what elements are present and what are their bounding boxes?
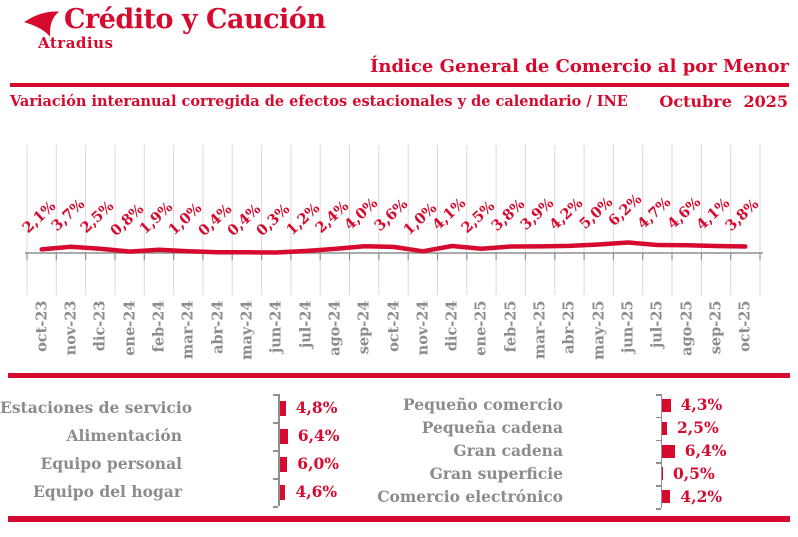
axis-tick bbox=[273, 478, 278, 480]
category-label: Pequeño comercio bbox=[403, 395, 563, 415]
category-label: Gran cadena bbox=[453, 441, 563, 460]
value-label: 4,3% bbox=[680, 395, 723, 415]
logo-subtitle: Atradius bbox=[38, 34, 114, 52]
axis-tick bbox=[655, 485, 661, 487]
atradius-bird-icon bbox=[24, 11, 60, 37]
value-label: 2,5% bbox=[677, 418, 719, 438]
section-divider bbox=[8, 373, 790, 378]
retail-index-line-chart: 2,1% oct-23 3,7% nov-23 2,5% dic-23 0,8% ene-24… bbox=[0, 135, 798, 370]
axis-tick bbox=[273, 422, 278, 424]
value-label: 4,2% bbox=[680, 486, 723, 506]
bar bbox=[279, 456, 288, 472]
title-rule bbox=[10, 83, 789, 87]
chart-subtitle: Variación interanual corregida de efecto… bbox=[10, 93, 628, 110]
page-title: Índice General de Comercio al por Menor bbox=[370, 56, 789, 77]
category-label: Gran superficie bbox=[429, 463, 563, 483]
category-label: Comercio electrónico bbox=[377, 486, 563, 506]
bar bbox=[662, 398, 671, 412]
category-label: Equipo del hogar bbox=[32, 482, 182, 501]
bar bbox=[279, 428, 288, 444]
bar bbox=[662, 467, 663, 481]
axis-tick bbox=[655, 416, 661, 419]
axis-tick bbox=[655, 508, 661, 510]
value-label: 4,6% bbox=[295, 482, 338, 501]
logo-title: Crédito y Caución bbox=[64, 4, 326, 35]
axis-tick bbox=[273, 506, 278, 508]
axis-tick bbox=[273, 394, 278, 396]
axis-tick bbox=[273, 450, 278, 452]
axis-tick bbox=[655, 439, 661, 442]
bar bbox=[279, 484, 286, 500]
value-label: 6,4% bbox=[684, 441, 727, 460]
bar bbox=[662, 421, 667, 435]
axis-tick bbox=[655, 394, 661, 396]
period-label: Octubre 2025 bbox=[659, 92, 788, 111]
category-label: Pequeña cadena bbox=[421, 418, 563, 438]
bar bbox=[662, 490, 671, 504]
category-label: Equipo personal bbox=[40, 454, 182, 473]
category-axis-line bbox=[660, 394, 662, 508]
bar bbox=[662, 444, 675, 458]
category-label: Estaciones de servicio bbox=[0, 398, 193, 417]
line-chart-canvas bbox=[25, 145, 763, 295]
footer-bar bbox=[8, 516, 790, 522]
value-label: 6,4% bbox=[297, 426, 340, 445]
axis-tick bbox=[655, 462, 661, 464]
category-label: Alimentación bbox=[66, 426, 182, 445]
trend-line bbox=[39, 240, 748, 255]
bar bbox=[279, 400, 286, 416]
value-label: 4,8% bbox=[295, 398, 338, 417]
value-label: 6,0% bbox=[297, 454, 339, 473]
category-axis-line bbox=[278, 394, 280, 506]
value-label: 0,5% bbox=[673, 463, 715, 483]
